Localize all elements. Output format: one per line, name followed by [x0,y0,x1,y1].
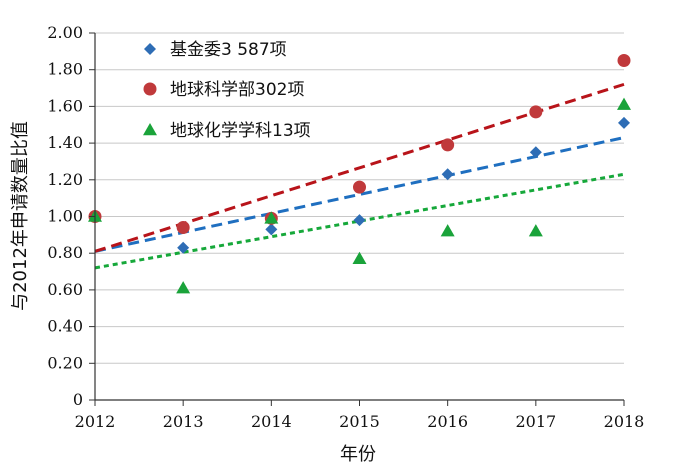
legend-marker-2 [143,82,157,96]
point-s2-2018 [617,54,631,68]
point-s1-2015 [353,214,366,227]
x-tick-label-2: 2014 [251,412,292,431]
legend-marker-3 [143,123,157,136]
y-axis-title: 与2012年申请数量比值 [10,121,31,311]
legend-marker-1 [144,43,156,55]
point-s3-2013 [176,281,191,294]
point-s1-2014 [265,223,278,236]
point-s2-2015 [353,180,366,194]
y-tick-label-9: 1.80 [47,60,83,79]
x-tick-label-5: 2017 [515,412,556,431]
x-axis-title: 年份 [340,444,376,465]
y-tick-label-7: 1.40 [47,133,83,152]
y-tick-label-5: 1.00 [47,207,83,226]
y-tick-label-2: 0.40 [47,317,83,336]
y-tick-label-3: 0.60 [47,280,83,299]
point-s3-2018 [617,97,631,110]
x-tick-label-0: 2012 [75,412,116,431]
legend-label-3: 地球化学学科13项 [170,121,311,141]
x-tick-label-3: 2015 [339,412,380,431]
legend-label-2: 地球科学部302项 [170,80,304,100]
y-tick-label-6: 1.20 [47,170,83,189]
trend-line-1 [94,136,625,253]
point-s1-2018 [618,116,630,129]
y-tick-labels: 0 0.20 0.40 0.60 0.80 1.00 1.20 1.40 1.60 1.80 2.0… [47,23,83,409]
x-tick-labels: 2012 2013 2014 2015 2016 2017 2018 [75,412,645,431]
x-tick-label-4: 2016 [427,412,468,431]
point-s1-2016 [441,168,454,181]
data-points [88,54,631,294]
trend-line-2 [94,82,625,253]
y-tick-label-4: 0.80 [47,243,83,262]
axes [89,32,625,406]
point-s2-2016 [441,138,455,152]
y-tick-label-1: 0.20 [47,353,83,372]
y-tick-label-0: 0 [73,390,83,409]
point-s3-2017 [528,224,543,237]
trend-lines [94,82,625,270]
y-tick-label-8: 1.60 [47,96,83,115]
x-tick-label-6: 2018 [604,412,645,431]
y-tick-label-10: 2.00 [47,23,83,42]
point-s3-2015 [352,251,367,264]
point-s2-2017 [529,105,543,119]
legend-label-1: 基金委3 587项 [170,40,287,60]
point-s1-2013 [177,241,190,254]
point-s1-2017 [529,146,542,159]
x-tick-label-1: 2013 [163,412,204,431]
point-s3-2014 [264,211,279,224]
point-s2-2013 [176,221,190,235]
point-s3-2016 [440,224,455,237]
